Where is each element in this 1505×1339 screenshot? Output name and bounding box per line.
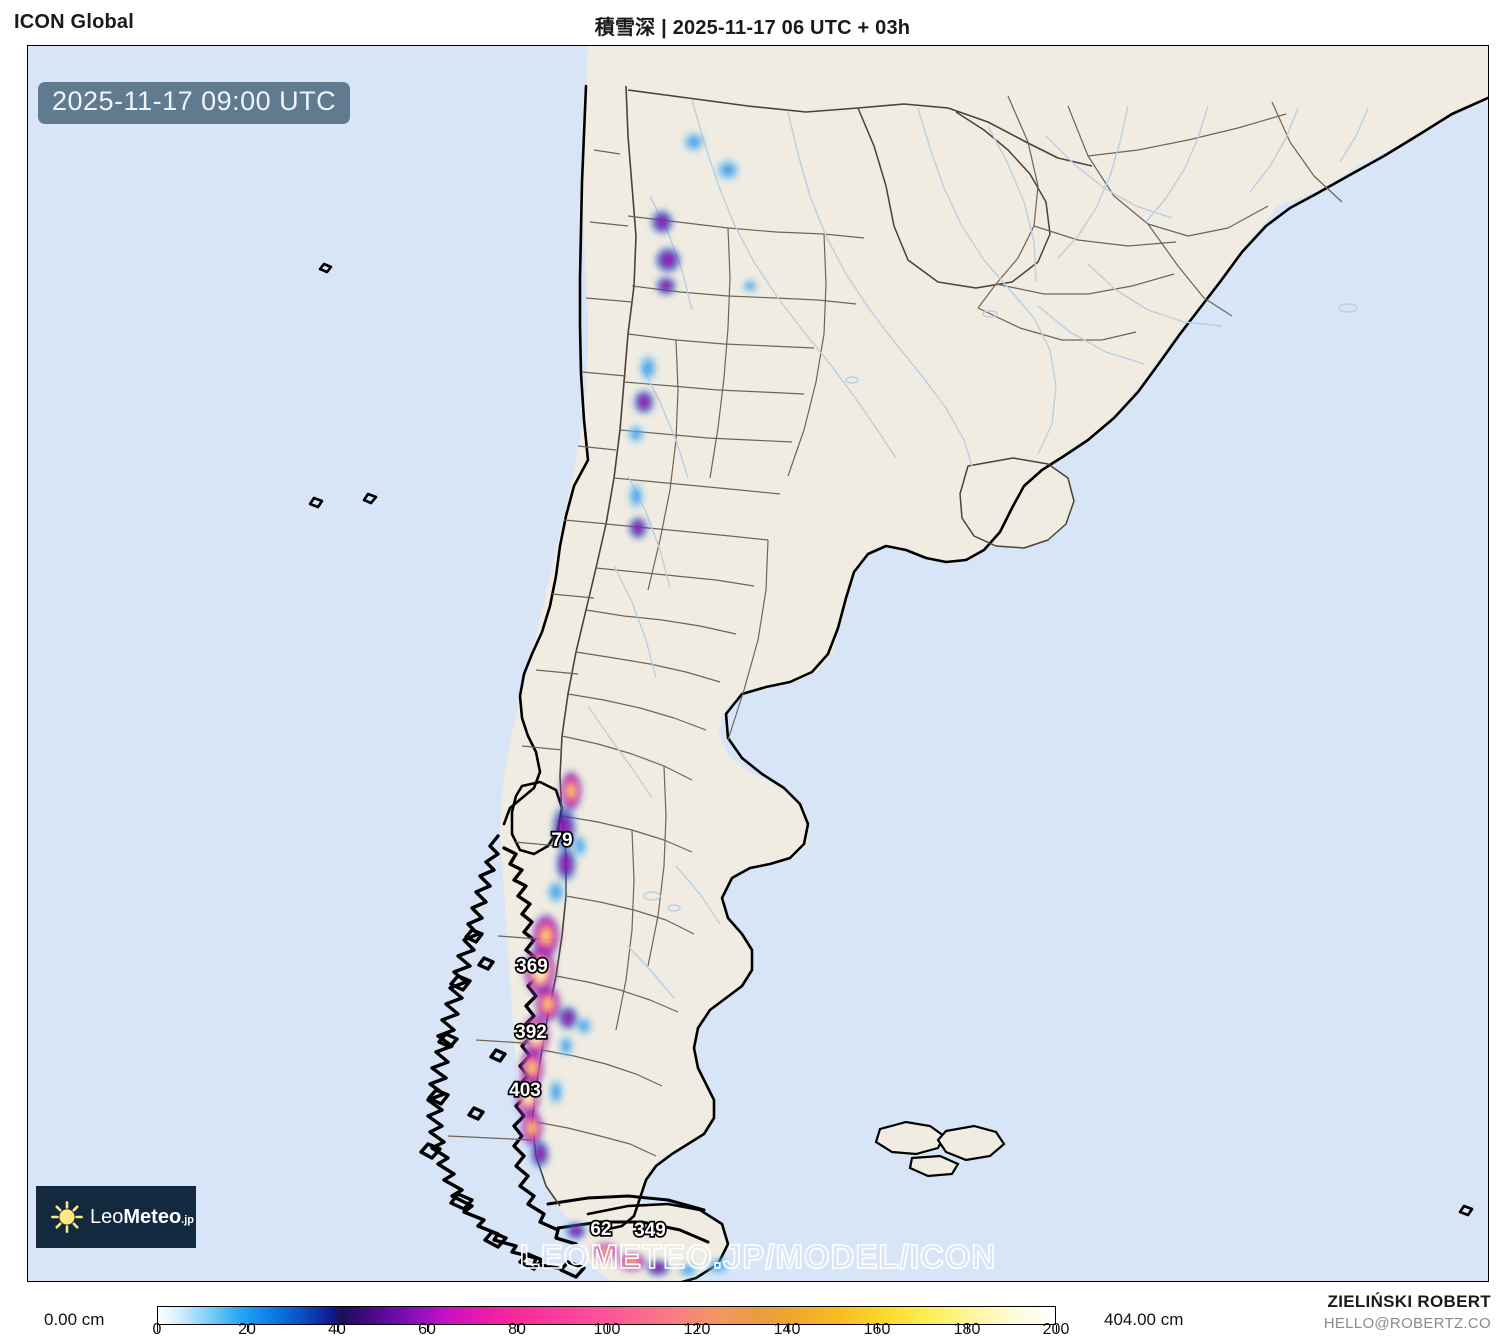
leometeo-logo-badge[interactable]: LeoMeteo.jp (36, 1186, 196, 1248)
snow-cell (632, 388, 656, 416)
map-frame[interactable]: 2025-11-17 09:00 UTC 79 79 369 369 392 392 … (27, 45, 1489, 1282)
value-label: 403 403 (507, 1078, 542, 1102)
snow-cell (550, 802, 578, 854)
value-label: 369 369 (514, 954, 549, 978)
colorbar-tick-label: 160 (863, 1321, 891, 1338)
snow-cell (574, 1015, 594, 1037)
snow-cell (714, 157, 742, 183)
colorbar-tick (697, 1325, 698, 1332)
snow-cell (554, 844, 578, 884)
snow-cell (559, 769, 583, 813)
snow-cell (534, 984, 562, 1024)
value-label: 79 79 (550, 828, 575, 852)
colorbar-tick (517, 1325, 518, 1332)
snow-cell (515, 1074, 541, 1118)
snow-cell (572, 832, 588, 860)
logo-meteo: Meteo (123, 1205, 182, 1228)
colorbar-tick-label: 80 (508, 1321, 526, 1338)
snow-cell (556, 1004, 580, 1032)
colorbar-tick-label: 140 (773, 1321, 801, 1338)
snow-cell (564, 1221, 588, 1241)
snow-depth-field (515, 130, 759, 1279)
snow-cell (676, 1261, 700, 1279)
snow-cell (626, 423, 646, 445)
snow-cell (644, 1258, 672, 1278)
snow-cell (627, 515, 649, 541)
falkland-islands-land (874, 1120, 1006, 1178)
colorbar-tick-label: 60 (418, 1321, 436, 1338)
south-america-land (500, 46, 1488, 1231)
leometeo-wordmark: LeoMeteo.jp (90, 1206, 194, 1229)
colorbar-tick (247, 1325, 248, 1332)
watermark-text: LEOMETEO.JP/MODEL/ICON (519, 1237, 997, 1276)
snow-cell (557, 1033, 575, 1059)
map-canvas[interactable] (28, 46, 1488, 1281)
value-label: 349 349 (632, 1218, 667, 1242)
colorbar-tick (1056, 1325, 1057, 1332)
model-name-label: ICON Global (14, 11, 134, 33)
snow-cell (653, 245, 683, 275)
snow-cell (704, 1256, 732, 1276)
colorbar-tick-label: 40 (328, 1321, 346, 1338)
header-bar: ICON Global 積雪深 | 2025-11-17 06 UTC + 03… (0, 0, 1505, 45)
snow-cell (637, 352, 659, 384)
colorbar-tick (967, 1325, 968, 1332)
logo-leo: Leo (90, 1205, 124, 1228)
snow-cell (529, 1138, 551, 1170)
landmass-layer (500, 46, 1488, 1281)
field-title-label: 積雪深 | 2025-11-17 06 UTC + 03h (594, 17, 911, 39)
colorbar[interactable] (157, 1306, 1056, 1325)
colorbar-max-label: 404.00 cm (1104, 1310, 1184, 1329)
colorbar-tick-label: 180 (953, 1321, 981, 1338)
snow-cell (681, 130, 707, 154)
snow-cell (649, 208, 675, 236)
snow-cell (545, 878, 567, 906)
uruguay-land (960, 458, 1074, 548)
snow-cell (520, 1108, 544, 1148)
colorbar-tick-label: 100 (593, 1321, 621, 1338)
credit-author: ZIELIŃSKI ROBERT (1327, 1292, 1491, 1311)
snow-cell (741, 278, 759, 294)
value-label: 62 62 (589, 1217, 614, 1241)
colorbar-tick-label: 20 (238, 1321, 256, 1338)
snow-cell (627, 480, 645, 512)
colorbar-tick (427, 1325, 428, 1332)
colorbar-tick-label: 120 (683, 1321, 711, 1338)
colorbar-tick (877, 1325, 878, 1332)
colorbar-tick (337, 1325, 338, 1332)
credit-email: HELLO@ROBERTZ.CO (1323, 1315, 1491, 1332)
colorbar-tick (157, 1325, 158, 1332)
snow-cell (523, 945, 557, 997)
valid-time-badge: 2025-11-17 09:00 UTC (38, 82, 351, 124)
snow-cell (547, 1076, 565, 1108)
coastline-layer (308, 84, 1488, 1281)
colorbar-min-label: 0.00 cm (44, 1310, 105, 1329)
snow-cell (617, 1252, 647, 1272)
colorbar-tick (607, 1325, 608, 1332)
value-label: 392 392 (513, 1020, 548, 1044)
snow-cell (654, 275, 678, 297)
colorbar-tick-label: 200 (1042, 1321, 1070, 1338)
colorbar-tick (787, 1325, 788, 1332)
logo-tld: .jp (181, 1213, 195, 1226)
colorbar-tick-label: 0 (152, 1321, 162, 1338)
snow-cell (592, 1242, 620, 1262)
river-layer (587, 99, 1369, 999)
sun-icon (51, 1201, 83, 1233)
